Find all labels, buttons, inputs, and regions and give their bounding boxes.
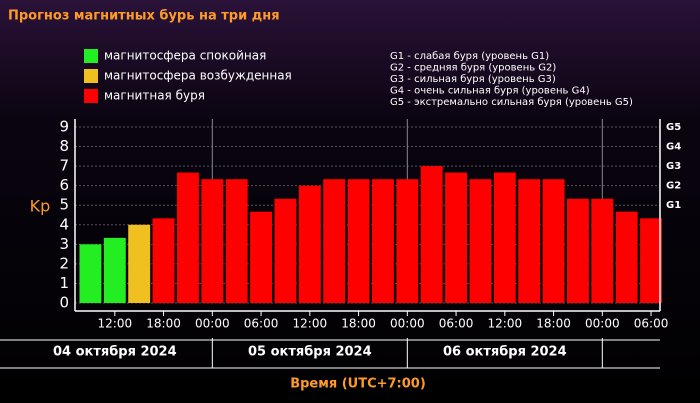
y-tick-label: 9: [59, 118, 69, 136]
bar: [250, 211, 273, 303]
legend-swatch: [84, 69, 98, 83]
bar: [566, 198, 589, 303]
legend-swatch: [84, 89, 98, 103]
bar: [225, 179, 248, 303]
y-tick-label: 5: [59, 196, 69, 214]
bar: [640, 218, 663, 303]
bar: [591, 198, 614, 303]
bar: [371, 179, 394, 303]
y-tick-label: 0: [59, 294, 69, 312]
y-tick-label: 3: [59, 235, 69, 253]
bar: [542, 179, 565, 303]
day-label: 05 октября 2024: [248, 345, 372, 360]
bar: [103, 237, 126, 303]
bar: [469, 179, 492, 303]
storm-level-note: G3 - сильная буря (уровень G3): [390, 74, 556, 85]
bar: [176, 172, 199, 303]
g-tick-label: G4: [666, 142, 681, 153]
bar: [396, 179, 419, 303]
legend-label: магнитосфера возбужденная: [104, 69, 292, 83]
x-tick-label: 00:00: [390, 317, 425, 331]
legend-label: магнитосфера спокойная: [104, 49, 266, 63]
x-tick-label: 12:00: [488, 317, 523, 331]
bar: [420, 166, 443, 303]
day-label: 06 октября 2024: [443, 345, 567, 360]
x-tick-label: 18:00: [146, 317, 181, 331]
bar: [323, 179, 346, 303]
y-tick-label: 6: [59, 176, 69, 194]
storm-level-note: G4 - очень сильная буря (уровень G4): [390, 86, 590, 97]
x-axis-label: Время (UTC+7:00): [290, 377, 426, 392]
bar: [493, 172, 516, 303]
bar: [298, 185, 321, 303]
y-tick-label: 2: [59, 254, 69, 272]
legend-swatch: [84, 49, 98, 63]
bar: [274, 198, 297, 303]
g-tick-label: G3: [666, 161, 681, 172]
x-tick-label: 00:00: [585, 317, 620, 331]
y-axis-label: Kp: [30, 197, 51, 216]
x-tick-label: 12:00: [98, 317, 133, 331]
storm-level-note: G1 - слабая буря (уровень G1): [390, 51, 549, 62]
bar: [518, 179, 541, 303]
g-tick-label: G2: [666, 181, 681, 192]
y-tick-label: 7: [59, 157, 69, 175]
bar: [128, 224, 151, 303]
legend-label: магнитная буря: [104, 89, 205, 103]
y-tick-label: 4: [59, 215, 69, 233]
bar: [445, 172, 468, 303]
x-tick-label: 06:00: [439, 317, 474, 331]
x-tick-label: 06:00: [634, 317, 669, 331]
bar: [347, 179, 370, 303]
storm-level-note: G2 - средняя буря (уровень G2): [390, 63, 556, 74]
g-tick-label: G5: [666, 122, 681, 133]
x-tick-label: 18:00: [341, 317, 376, 331]
chart-title: Прогноз магнитных бурь на три дня: [8, 9, 280, 24]
bar: [79, 244, 102, 303]
x-tick-label: 12:00: [293, 317, 328, 331]
bar: [615, 211, 638, 303]
bar: [152, 218, 175, 303]
g-tick-label: G1: [666, 200, 681, 211]
x-tick-label: 06:00: [244, 317, 279, 331]
y-tick-label: 8: [59, 137, 69, 155]
x-tick-label: 18:00: [536, 317, 571, 331]
day-label: 04 октября 2024: [53, 345, 177, 360]
y-tick-label: 1: [59, 274, 69, 292]
bar: [201, 179, 224, 303]
storm-level-note: G5 - экстремально сильная буря (уровень …: [390, 97, 633, 108]
x-tick-label: 00:00: [195, 317, 230, 331]
